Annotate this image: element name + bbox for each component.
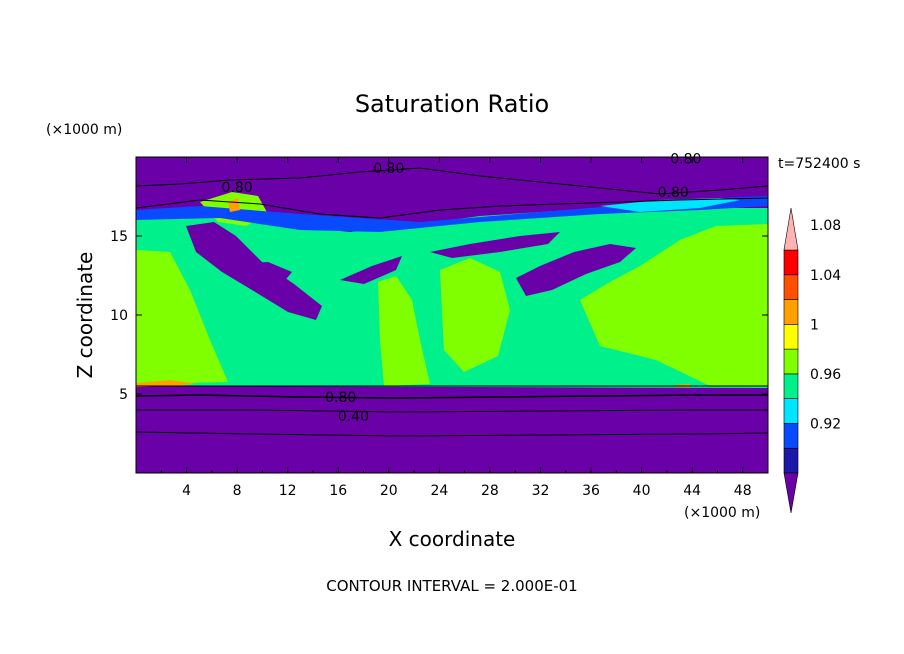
- contour-label: 0.80: [373, 161, 404, 177]
- dry-streak-3: [236, 262, 292, 284]
- x-tick-label: 32: [532, 483, 550, 499]
- x-tick-label: 36: [582, 483, 600, 499]
- colorbar-segment: [783, 299, 799, 325]
- x-axis: 4 8 12 16 20 24 28 32 36 40 44 48: [160, 157, 752, 499]
- chart-title: Saturation Ratio: [355, 90, 549, 118]
- colorbar-label: 0.96: [810, 367, 841, 383]
- orange-spot-top: [228, 198, 240, 212]
- x-tick-label: 40: [633, 483, 651, 499]
- lime-region-left: [136, 250, 228, 384]
- contour-label: 0.80: [325, 390, 356, 406]
- y-axis: 5 10 15: [110, 229, 768, 403]
- time-label: t=752400 s: [778, 156, 860, 172]
- colorbar: 0.92 0.96 1 1.04 1.08: [783, 207, 841, 514]
- blue-band: [136, 196, 768, 232]
- colorbar-label: 1.04: [810, 268, 841, 284]
- y-unit-label: (×1000 m): [46, 122, 122, 138]
- x-tick-label: 12: [279, 483, 297, 499]
- colorbar-segment: [783, 398, 799, 424]
- dry-streak-5: [430, 232, 560, 258]
- x-axis-title: X coordinate: [389, 527, 516, 551]
- contour-low-060: [136, 409, 768, 413]
- contour-label: 0.80: [670, 152, 701, 168]
- x-tick-label: 20: [380, 483, 398, 499]
- x-tick-label: 48: [734, 483, 752, 499]
- field-plot: [136, 157, 768, 473]
- colorbar-segment: [783, 423, 799, 449]
- x-tick-label: 8: [233, 483, 242, 499]
- contour-low-040: [136, 431, 768, 437]
- contour-low-080: [136, 394, 768, 399]
- colorbar-segment: [783, 249, 799, 276]
- x-tick-label: 4: [182, 483, 191, 499]
- x-tick-label: 24: [430, 483, 448, 499]
- cyan-band: [600, 198, 740, 212]
- dry-streak-2: [516, 244, 636, 296]
- colorbar-segment: [783, 348, 799, 375]
- x-tick-label: 28: [481, 483, 499, 499]
- lime-region-right: [580, 224, 768, 386]
- colorbar-segment: [783, 373, 799, 399]
- colorbar-extend-high: [783, 207, 799, 251]
- colorbar-label: 0.92: [810, 416, 841, 432]
- y-axis-title: Z coordinate: [73, 252, 97, 379]
- lime-region-center: [378, 276, 430, 386]
- colorbar-segment: [783, 274, 799, 300]
- y-tick-label: 5: [119, 387, 128, 403]
- contour-label: 0.40: [338, 409, 369, 425]
- colorbar-segment: [783, 324, 799, 350]
- colorbar-label: 1.08: [810, 218, 841, 234]
- colorbar-extend-low: [783, 472, 799, 514]
- dry-streak-4: [340, 256, 402, 284]
- y-tick-label: 15: [110, 229, 128, 245]
- x-tick-label: 16: [329, 483, 347, 499]
- y-tick-label: 10: [110, 308, 128, 324]
- lime-region-center-right: [440, 258, 510, 372]
- contour-top-080: [136, 167, 768, 195]
- contour-label: 0.80: [658, 185, 689, 201]
- colorbar-segment: [783, 447, 799, 474]
- contour-label: 0.80: [222, 180, 253, 196]
- contour-tropopause: [136, 197, 768, 219]
- contour-interval-footer: CONTOUR INTERVAL = 2.000E-01: [326, 577, 577, 595]
- orange-strip-left: [136, 380, 198, 387]
- colorbar-label: 1: [810, 317, 819, 333]
- contour-labels: 0.80 0.80 0.80 0.80 0.80 0.40: [222, 152, 702, 426]
- x-unit-label: (×1000 m): [684, 505, 760, 521]
- x-tick-label: 44: [683, 483, 701, 499]
